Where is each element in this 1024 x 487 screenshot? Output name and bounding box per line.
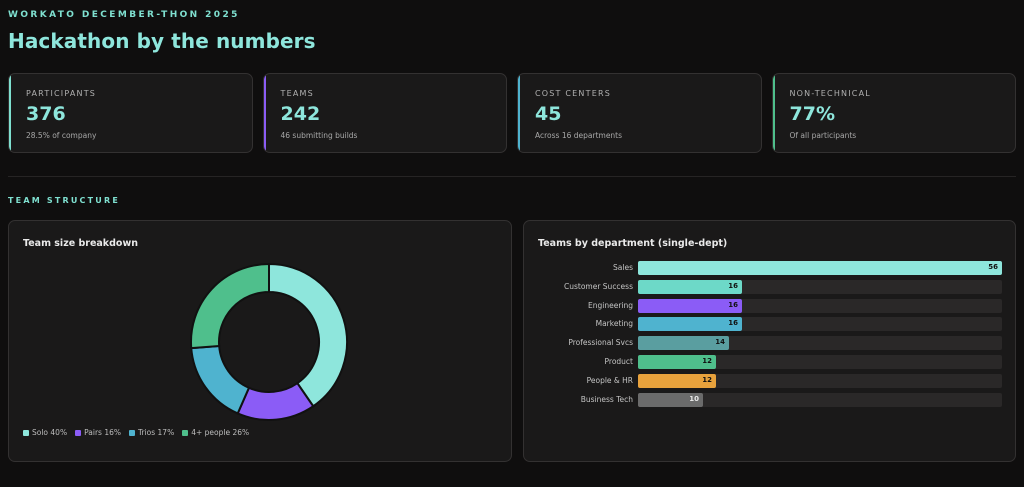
panel-title: Team size breakdown	[23, 238, 138, 249]
legend-swatch	[75, 429, 82, 436]
bar-product: 12	[638, 355, 716, 369]
legend-item: Pairs 16%	[75, 428, 121, 437]
bar-label: Marketing	[595, 319, 633, 329]
legend-label: Pairs 16%	[84, 428, 121, 437]
bar-row: Professional Svcs 14	[524, 336, 1017, 351]
bar-value: 14	[715, 338, 725, 347]
page-title: Hackathon by the numbers	[8, 29, 316, 53]
bar-value: 12	[702, 375, 712, 384]
bar-track: 16	[638, 317, 1002, 332]
section-divider	[8, 176, 1016, 177]
stat-value: 376	[26, 103, 66, 125]
bar-track: 16	[638, 298, 1002, 313]
bar-label: Professional Svcs	[568, 338, 633, 348]
bar-row: Engineering 16	[524, 298, 1017, 313]
bar-value: 56	[988, 263, 998, 271]
bar-track: 12	[638, 373, 1002, 388]
legend-swatch	[129, 429, 135, 436]
bar-people-hr: 12	[638, 373, 716, 388]
stat-accent	[518, 74, 520, 152]
team-size-panel: Team size breakdown Solo 40% Pairs 16% Tri…	[8, 220, 512, 462]
legend-item: Solo 40%	[23, 428, 67, 437]
event-eyebrow: WORKATO DECEMBER-THON 2025	[8, 10, 240, 20]
bar-track: 12	[638, 355, 1002, 369]
bar-sales: 56	[638, 261, 1002, 275]
stat-label: COST CENTERS	[535, 89, 611, 98]
stat-accent	[9, 74, 11, 152]
stat-cards: PARTICIPANTS 376 28.5% of company TEAMS …	[8, 73, 1016, 153]
bar-value: 16	[728, 319, 738, 328]
bar-track: 16	[638, 279, 1002, 294]
section-label: TEAM STRUCTURE	[8, 196, 120, 205]
bar-label: Customer Success	[563, 281, 633, 291]
stat-label: PARTICIPANTS	[26, 89, 97, 98]
legend-label: 4+ people 26%	[191, 428, 250, 437]
bar-label: People & HR	[586, 375, 633, 385]
legend-swatch	[182, 429, 189, 436]
bar-row: People & HR 12	[524, 373, 1017, 388]
stat-card-non-technical: NON-TECHNICAL 77% Of all participants	[771, 73, 1016, 153]
bar-row: Marketing 16	[524, 317, 1017, 332]
stat-subtext: Of all participants	[789, 131, 857, 140]
panel-title: Teams by department (single-dept)	[538, 238, 728, 249]
bar-value: 16	[728, 300, 738, 309]
bar-value: 12	[702, 357, 712, 365]
bar-business-tech: 10	[638, 392, 703, 407]
bar-row: Sales 56	[524, 261, 1017, 275]
legend-item: 4+ people 26%	[182, 428, 249, 437]
stat-accent	[772, 74, 775, 152]
stat-subtext: 28.5% of company	[26, 131, 97, 140]
stat-value: 242	[280, 103, 321, 125]
legend-swatch	[23, 429, 29, 436]
stat-value: 77%	[789, 103, 835, 125]
bar-value: 16	[728, 281, 738, 290]
donut-slice-4-people	[190, 262, 270, 350]
bar-track: 56	[638, 261, 1002, 275]
bar-row: Customer Success 16	[524, 279, 1017, 294]
stat-card-cost-centers: COST CENTERS 45 Across 16 departments	[517, 73, 762, 153]
stat-label: TEAMS	[280, 89, 314, 98]
stat-card-participants: PARTICIPANTS 376 28.5% of company	[8, 73, 253, 153]
bar-label: Product	[604, 357, 633, 366]
bar-customer-success: 16	[638, 279, 742, 294]
stat-label: NON-TECHNICAL	[789, 89, 871, 98]
bar-engineering: 16	[638, 298, 742, 313]
bar-label: Sales	[613, 263, 633, 272]
donut-slice-trios	[190, 344, 251, 415]
stat-card-teams: TEAMS 242 46 submitting builds	[262, 73, 507, 153]
bar-row: Business Tech 10	[524, 392, 1017, 407]
bar-row: Product 12	[524, 355, 1017, 369]
donut-legend: Solo 40% Pairs 16% Trios 17% 4+ people 26%	[23, 428, 249, 437]
stat-value: 45	[535, 103, 562, 125]
department-panel: Teams by department (single-dept) Sales 5…	[523, 220, 1016, 462]
stat-subtext: 46 submitting builds	[280, 131, 358, 140]
team-size-donut-chart	[190, 262, 348, 421]
bar-professional-svcs: 14	[638, 336, 729, 351]
bar-track: 10	[638, 392, 1002, 407]
bar-marketing: 16	[638, 317, 742, 332]
stat-subtext: Across 16 departments	[535, 131, 623, 140]
bar-label: Business Tech	[580, 394, 633, 404]
bar-track: 14	[638, 336, 1002, 351]
legend-label: Trios 17%	[138, 428, 175, 437]
legend-item: Trios 17%	[129, 428, 174, 437]
legend-label: Solo 40%	[32, 428, 68, 437]
donut-slice-solo	[268, 262, 348, 408]
bar-value: 10	[689, 394, 699, 403]
bar-label: Engineering	[588, 300, 633, 310]
stat-accent	[263, 74, 266, 152]
